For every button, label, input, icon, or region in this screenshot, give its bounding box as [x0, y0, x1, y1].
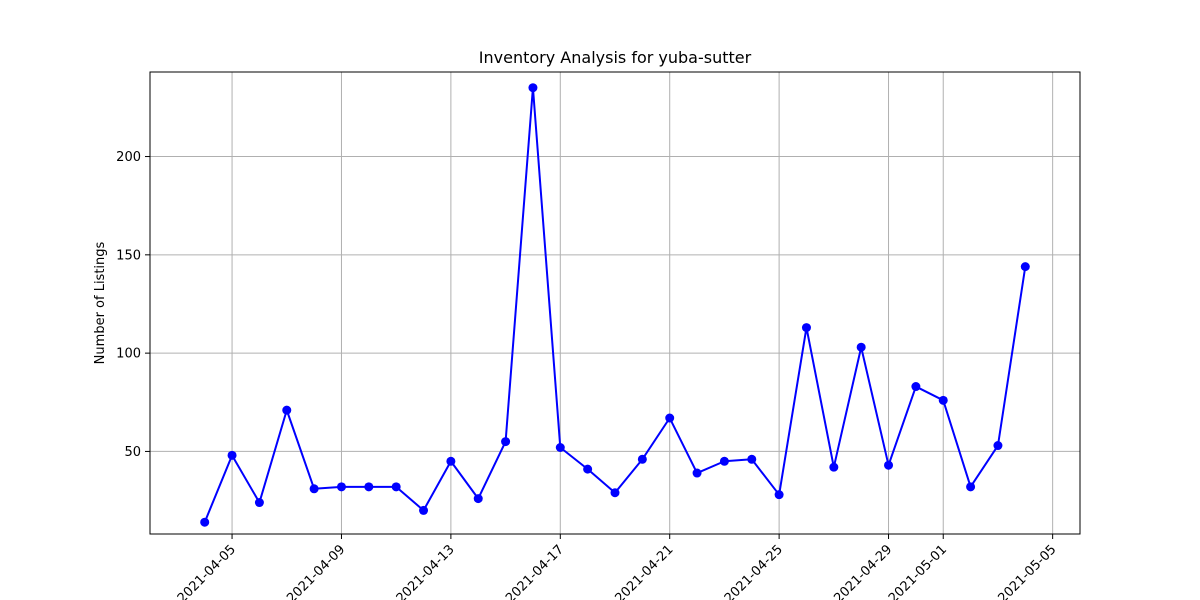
data-point — [583, 464, 593, 474]
x-tick-label: 2021-04-17 — [503, 542, 567, 600]
data-point — [446, 456, 456, 466]
data-point — [364, 482, 374, 492]
data-point — [911, 382, 921, 392]
chart-title: Inventory Analysis for yuba-sutter — [479, 48, 752, 67]
data-point — [227, 450, 237, 460]
x-tick-label: 2021-04-25 — [722, 542, 786, 600]
data-point — [555, 442, 565, 452]
x-tick-label: 2021-04-09 — [284, 542, 348, 600]
x-tick-label: 2021-04-13 — [394, 542, 458, 600]
data-point — [254, 498, 264, 508]
data-point — [774, 490, 784, 500]
y-tick-label: 150 — [116, 248, 141, 263]
data-point — [528, 83, 538, 93]
plot-frame — [149, 71, 1081, 535]
series-line — [203, 86, 1027, 523]
data-point — [501, 437, 511, 447]
data-point — [309, 484, 319, 494]
data-point — [747, 454, 757, 464]
y-axis-label: Number of Listings — [93, 241, 108, 364]
data-point — [884, 460, 894, 470]
data-point — [1020, 262, 1030, 272]
data-point — [419, 505, 429, 515]
data-point — [692, 468, 702, 478]
data-point — [200, 517, 210, 527]
data-point — [473, 494, 483, 504]
data-point — [856, 342, 866, 352]
series-layer — [200, 83, 1030, 527]
data-point — [282, 405, 292, 415]
x-tick-label: 2021-04-29 — [831, 542, 895, 600]
data-point — [665, 413, 675, 423]
x-tick-label: 2021-05-05 — [995, 542, 1059, 600]
data-point — [610, 488, 620, 498]
y-tick-label: 100 — [116, 347, 141, 362]
data-point — [829, 462, 839, 472]
y-tick-label: 200 — [116, 150, 141, 165]
grid — [150, 72, 1080, 534]
data-point — [966, 482, 976, 492]
data-point — [391, 482, 401, 492]
x-tick-label: 2021-05-01 — [886, 542, 950, 600]
data-point — [993, 441, 1003, 451]
data-point — [801, 323, 811, 333]
data-point — [719, 456, 729, 466]
data-point — [637, 454, 647, 464]
x-tick-label: 2021-04-21 — [612, 542, 676, 600]
axis-ticks: 2021-04-05 2021-04-09 2021-04-13 2021-04-17… — [116, 150, 1059, 600]
y-tick-label: 50 — [124, 445, 141, 460]
data-point — [938, 395, 948, 405]
x-tick-label: 2021-04-05 — [175, 542, 239, 600]
data-point — [336, 482, 346, 492]
